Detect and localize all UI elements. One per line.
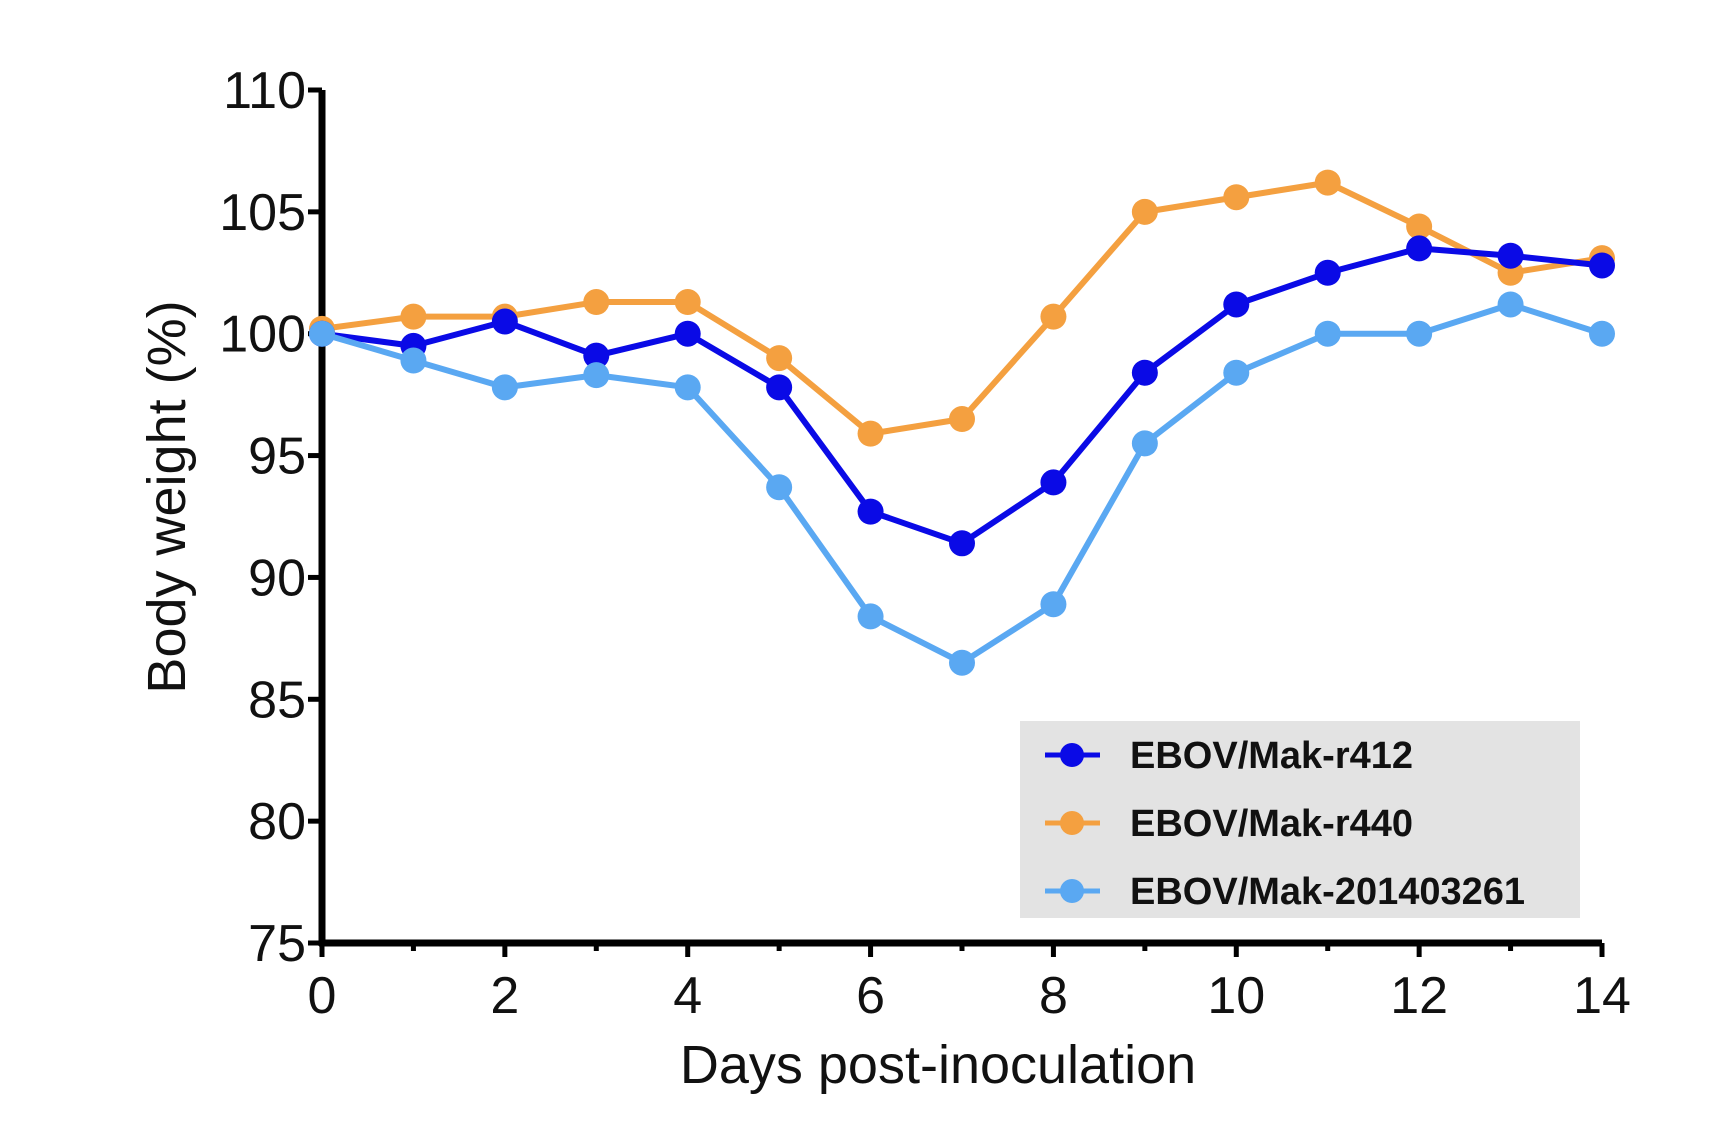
y-tick-label: 95 — [248, 428, 306, 486]
x-tick-label: 6 — [856, 967, 885, 1025]
x-tick-label: 0 — [308, 967, 337, 1025]
data-point — [766, 374, 793, 401]
data-point — [1314, 169, 1341, 196]
data-point — [1314, 320, 1341, 347]
y-tick-label: 80 — [248, 793, 306, 851]
x-tick-label: 14 — [1573, 967, 1631, 1025]
data-point — [1131, 198, 1158, 225]
data-point — [949, 406, 975, 433]
data-point — [400, 303, 427, 330]
data-point — [1040, 469, 1067, 496]
data-point — [1040, 591, 1067, 618]
x-axis-title: Days post-inoculation — [680, 1035, 1196, 1095]
legend-item-201403261: EBOV/Mak-201403261 — [1045, 871, 1525, 913]
data-point — [1223, 184, 1250, 211]
data-point — [674, 289, 701, 316]
y-tick-label: 85 — [248, 671, 306, 729]
legend-label-r412: EBOV/Mak-r412 — [1130, 735, 1413, 777]
y-tick-label: 105 — [219, 184, 306, 242]
data-point — [1314, 259, 1341, 286]
data-point — [309, 320, 335, 347]
legend-label-201403261: EBOV/Mak-201403261 — [1130, 871, 1525, 913]
data-point — [674, 374, 701, 401]
data-point — [491, 308, 518, 335]
legend-swatch-marker — [1060, 879, 1084, 903]
legend-item-r440: EBOV/Mak-r440 — [1045, 803, 1413, 845]
data-point — [491, 374, 518, 401]
x-tick-label: 8 — [1039, 967, 1068, 1025]
data-point — [857, 603, 884, 630]
data-point — [857, 420, 884, 447]
legend-swatch-marker — [1060, 811, 1084, 835]
data-point — [583, 342, 610, 369]
data-point — [1131, 359, 1158, 386]
x-tick-label: 10 — [1207, 967, 1265, 1025]
data-point — [1406, 320, 1433, 347]
legend-swatch-marker — [1060, 743, 1084, 767]
data-point — [949, 530, 975, 557]
y-tick-label: 75 — [248, 915, 306, 973]
data-point — [1406, 213, 1433, 240]
data-point — [1223, 291, 1250, 318]
legend-box — [1020, 721, 1580, 918]
x-tick-label: 2 — [490, 967, 519, 1025]
x-tick-label: 12 — [1390, 967, 1448, 1025]
legend-label-r440: EBOV/Mak-r440 — [1130, 803, 1413, 845]
axes-layer: 75 80 85 90 95 100 105 110 0 2 4 6 8 10 12 14 — [219, 62, 1631, 1025]
data-point — [583, 289, 610, 316]
data-point — [1040, 303, 1067, 330]
y-tick-label: 90 — [248, 549, 306, 607]
y-axis-title: Body weight (%) — [137, 300, 197, 693]
data-point — [583, 362, 610, 389]
series-layer — [309, 169, 1615, 676]
x-tick-label: 4 — [673, 967, 702, 1025]
y-tick-label: 110 — [223, 62, 306, 120]
data-point — [1497, 291, 1524, 318]
data-point — [1406, 235, 1433, 262]
data-point — [857, 498, 884, 525]
data-point — [674, 320, 701, 347]
data-point — [1589, 320, 1615, 347]
data-point — [766, 345, 793, 372]
data-point — [1497, 242, 1524, 269]
data-point — [1131, 430, 1158, 457]
data-point — [1223, 359, 1250, 386]
data-point — [1589, 252, 1615, 279]
legend-item-r412: EBOV/Mak-r412 — [1045, 735, 1413, 777]
data-point — [949, 649, 975, 676]
data-point — [766, 474, 793, 501]
y-tick-label: 100 — [219, 306, 306, 364]
series-ebov-mak-201403261 — [309, 291, 1615, 676]
data-point — [400, 347, 427, 374]
